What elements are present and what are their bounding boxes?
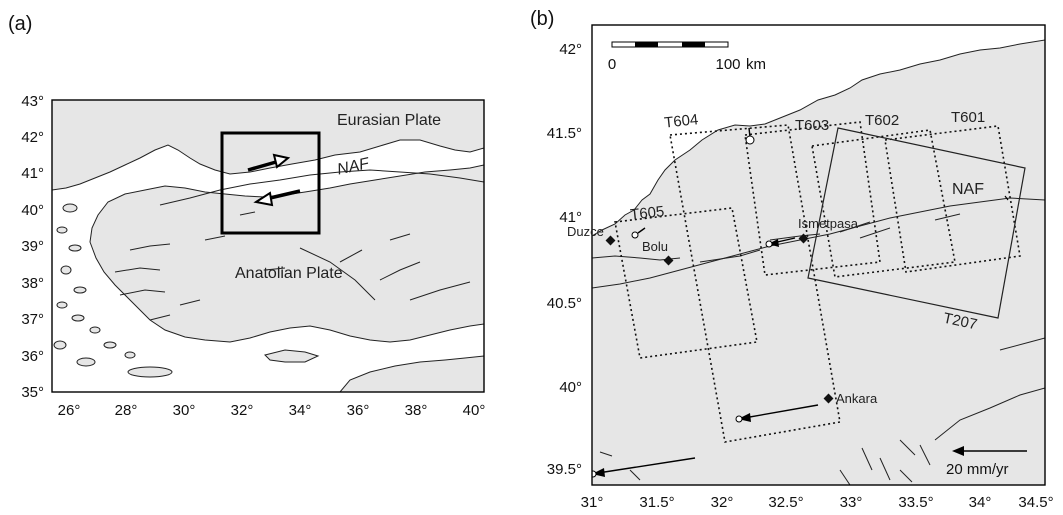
velocity-arrow-icon xyxy=(631,227,646,239)
panel-a-lat-tick: 38° xyxy=(21,275,44,292)
velocity-arrow-icon xyxy=(745,127,755,145)
panel-b-lat-tick: 39.5° xyxy=(547,461,582,478)
panel-b-velocity-arrows xyxy=(592,127,1009,478)
naf-label-panel-b: NAF xyxy=(952,181,984,198)
panel-b-axes: 31° 31.5° 32° 32.5° 33° 33.5° 34° 34.5° … xyxy=(547,41,1054,511)
track-label-t604: T604 xyxy=(663,111,699,131)
panel-a-islands xyxy=(53,203,173,378)
panel-a-lat-tick: 36° xyxy=(21,348,44,365)
panel-b-lat-tick: 41.5° xyxy=(547,125,582,142)
track-t207-frame xyxy=(807,127,1026,319)
panel-a-frame xyxy=(51,99,485,393)
panel-a-label: (a) xyxy=(8,13,32,35)
panel-a-axes: 26° 28° 30° 32° 34° 36° 38° 40° 35° 36° … xyxy=(21,93,485,419)
panel-a-motion-arrow-east-icon xyxy=(247,153,291,172)
panel-b-land xyxy=(592,39,1045,485)
anatolian-plate-label: Anatolian Plate xyxy=(235,265,343,282)
panel-b-label: (b) xyxy=(530,8,554,30)
panel-a-lat-tick: 42° xyxy=(21,129,44,146)
panel-b-frame xyxy=(591,24,1046,486)
panel-b-lat-tick: 41° xyxy=(559,209,582,226)
velocity-legend-arrow-icon xyxy=(952,446,964,456)
panel-b-naf-trace xyxy=(592,197,1045,289)
naf-label-panel-a: NAF xyxy=(336,155,372,179)
panel-b-lon-tick: 34° xyxy=(969,494,992,511)
panel-a-lon-tick: 36° xyxy=(347,402,370,419)
panel-b-lat-tick: 40° xyxy=(559,379,582,396)
panel-b-lon-tick: 32° xyxy=(711,494,734,511)
city-label-duzce: Duzce xyxy=(567,224,604,239)
panel-b-lat-tick: 42° xyxy=(559,41,582,58)
panel-b-map: T601 T602 T603 T604 T605 T207 NAF Duzce … xyxy=(567,24,1046,486)
panel-a-lat-tick: 39° xyxy=(21,238,44,255)
velocity-legend: 20 mm/yr xyxy=(946,446,1027,478)
scale-bar: 0 100 km xyxy=(608,41,766,73)
scale-bar-start: 0 xyxy=(608,56,616,73)
panel-a-map: Eurasian Plate Anatolian Plate NAF xyxy=(51,99,485,393)
city-label-bolu: Bolu xyxy=(642,239,668,254)
panel-a-study-box xyxy=(220,131,321,235)
panel-b-lon-tick: 31° xyxy=(581,494,604,511)
panel-a-eurasia-land xyxy=(52,100,484,191)
panel-a-lat-tick: 37° xyxy=(21,311,44,328)
panel-b-lon-tick: 31.5° xyxy=(639,494,674,511)
panel-a-lat-tick: 43° xyxy=(21,93,44,110)
track-label-t602: T602 xyxy=(865,112,899,129)
city-marker-ankara-icon xyxy=(823,393,834,404)
track-t604-frame xyxy=(669,124,841,443)
panel-a-lon-tick: 26° xyxy=(58,402,81,419)
track-t603-frame xyxy=(744,121,881,276)
scale-bar-end: 100 xyxy=(715,56,740,73)
track-label-t207: T207 xyxy=(942,310,979,334)
panel-b-lon-tick: 34.5° xyxy=(1018,494,1053,511)
velocity-arrow-icon xyxy=(1004,195,1009,201)
panel-a-cyprus xyxy=(264,349,320,363)
velocity-arrow-icon xyxy=(735,404,819,423)
panel-a-south-land xyxy=(339,355,484,392)
track-label-t601: T601 xyxy=(951,109,985,126)
panel-a-lon-tick: 28° xyxy=(115,402,138,419)
panel-a-lon-tick: 40° xyxy=(463,402,486,419)
panel-b-lon-tick: 33° xyxy=(840,494,863,511)
city-label-ismetpasa: Ismetpasa xyxy=(798,216,859,231)
track-t601-frame xyxy=(884,125,1021,273)
scale-bar-unit: km xyxy=(746,56,766,73)
velocity-arrow-icon xyxy=(592,457,696,478)
velocity-arrow-icon xyxy=(765,237,796,248)
city-label-ankara: Ankara xyxy=(836,391,878,406)
panel-a-faults xyxy=(114,169,484,321)
city-marker-ismetpasa-icon xyxy=(798,233,809,244)
panel-a-lat-tick: 40° xyxy=(21,202,44,219)
panel-a-lat-tick: 35° xyxy=(21,384,44,401)
panel-a-lon-tick: 30° xyxy=(173,402,196,419)
panel-a-lon-tick: 38° xyxy=(405,402,428,419)
panel-b-lat-tick: 40.5° xyxy=(547,295,582,312)
velocity-legend-label: 20 mm/yr xyxy=(946,461,1009,478)
panel-a-lat-tick: 41° xyxy=(21,165,44,182)
panel-b-tracks xyxy=(614,121,1026,443)
track-label-t605: T605 xyxy=(629,203,665,223)
panel-b-lon-tick: 32.5° xyxy=(768,494,803,511)
eurasian-plate-label: Eurasian Plate xyxy=(337,112,441,129)
panel-a-motion-arrow-west-icon xyxy=(253,189,301,207)
track-label-t603: T603 xyxy=(795,117,829,134)
city-marker-duzce-icon xyxy=(605,235,616,246)
panel-b-cities xyxy=(605,233,834,404)
panel-a-naf-trace xyxy=(159,169,484,206)
panel-a-lon-tick: 32° xyxy=(231,402,254,419)
panel-b-lon-tick: 33.5° xyxy=(898,494,933,511)
panel-a-lon-tick: 34° xyxy=(289,402,312,419)
city-marker-bolu-icon xyxy=(663,255,674,266)
